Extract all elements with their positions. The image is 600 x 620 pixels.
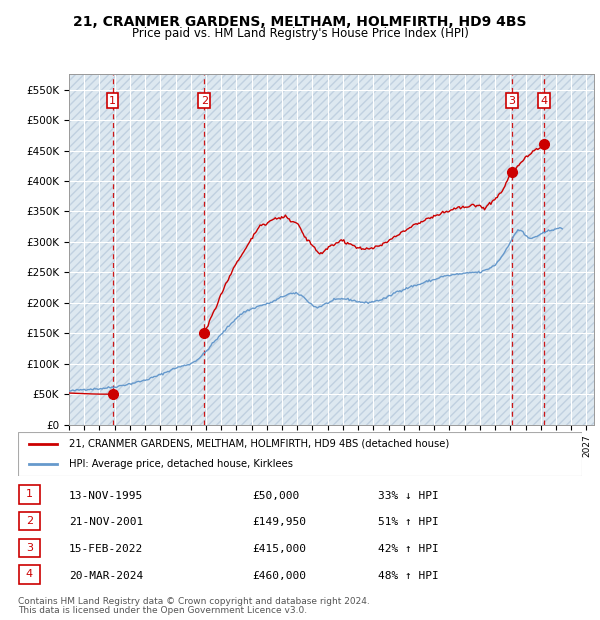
Text: 21, CRANMER GARDENS, MELTHAM, HOLMFIRTH, HD9 4BS (detached house): 21, CRANMER GARDENS, MELTHAM, HOLMFIRTH,… <box>69 438 449 449</box>
Text: 4: 4 <box>541 95 548 105</box>
Text: 51% ↑ HPI: 51% ↑ HPI <box>378 517 439 528</box>
Text: £460,000: £460,000 <box>252 570 306 581</box>
Bar <box>19 565 40 583</box>
Text: HPI: Average price, detached house, Kirklees: HPI: Average price, detached house, Kirk… <box>69 459 293 469</box>
Text: 13-NOV-1995: 13-NOV-1995 <box>69 490 143 501</box>
Text: 48% ↑ HPI: 48% ↑ HPI <box>378 570 439 581</box>
Bar <box>69 74 594 425</box>
Text: £149,950: £149,950 <box>252 517 306 528</box>
Text: 15-FEB-2022: 15-FEB-2022 <box>69 544 143 554</box>
Text: 42% ↑ HPI: 42% ↑ HPI <box>378 544 439 554</box>
Bar <box>19 485 40 503</box>
Text: 3: 3 <box>509 95 515 105</box>
Text: £50,000: £50,000 <box>252 490 299 501</box>
Text: £415,000: £415,000 <box>252 544 306 554</box>
Text: 1: 1 <box>26 489 33 500</box>
Bar <box>19 539 40 557</box>
Text: Contains HM Land Registry data © Crown copyright and database right 2024.: Contains HM Land Registry data © Crown c… <box>18 597 370 606</box>
Text: 33% ↓ HPI: 33% ↓ HPI <box>378 490 439 501</box>
Text: 1: 1 <box>109 95 116 105</box>
Text: This data is licensed under the Open Government Licence v3.0.: This data is licensed under the Open Gov… <box>18 606 307 615</box>
Text: 3: 3 <box>26 542 33 553</box>
Text: Price paid vs. HM Land Registry's House Price Index (HPI): Price paid vs. HM Land Registry's House … <box>131 27 469 40</box>
Text: 2: 2 <box>201 95 208 105</box>
Bar <box>19 512 40 530</box>
Text: 21-NOV-2001: 21-NOV-2001 <box>69 517 143 528</box>
Text: 4: 4 <box>26 569 33 580</box>
Text: 2: 2 <box>26 516 33 526</box>
Text: 20-MAR-2024: 20-MAR-2024 <box>69 570 143 581</box>
Text: 21, CRANMER GARDENS, MELTHAM, HOLMFIRTH, HD9 4BS: 21, CRANMER GARDENS, MELTHAM, HOLMFIRTH,… <box>73 16 527 30</box>
